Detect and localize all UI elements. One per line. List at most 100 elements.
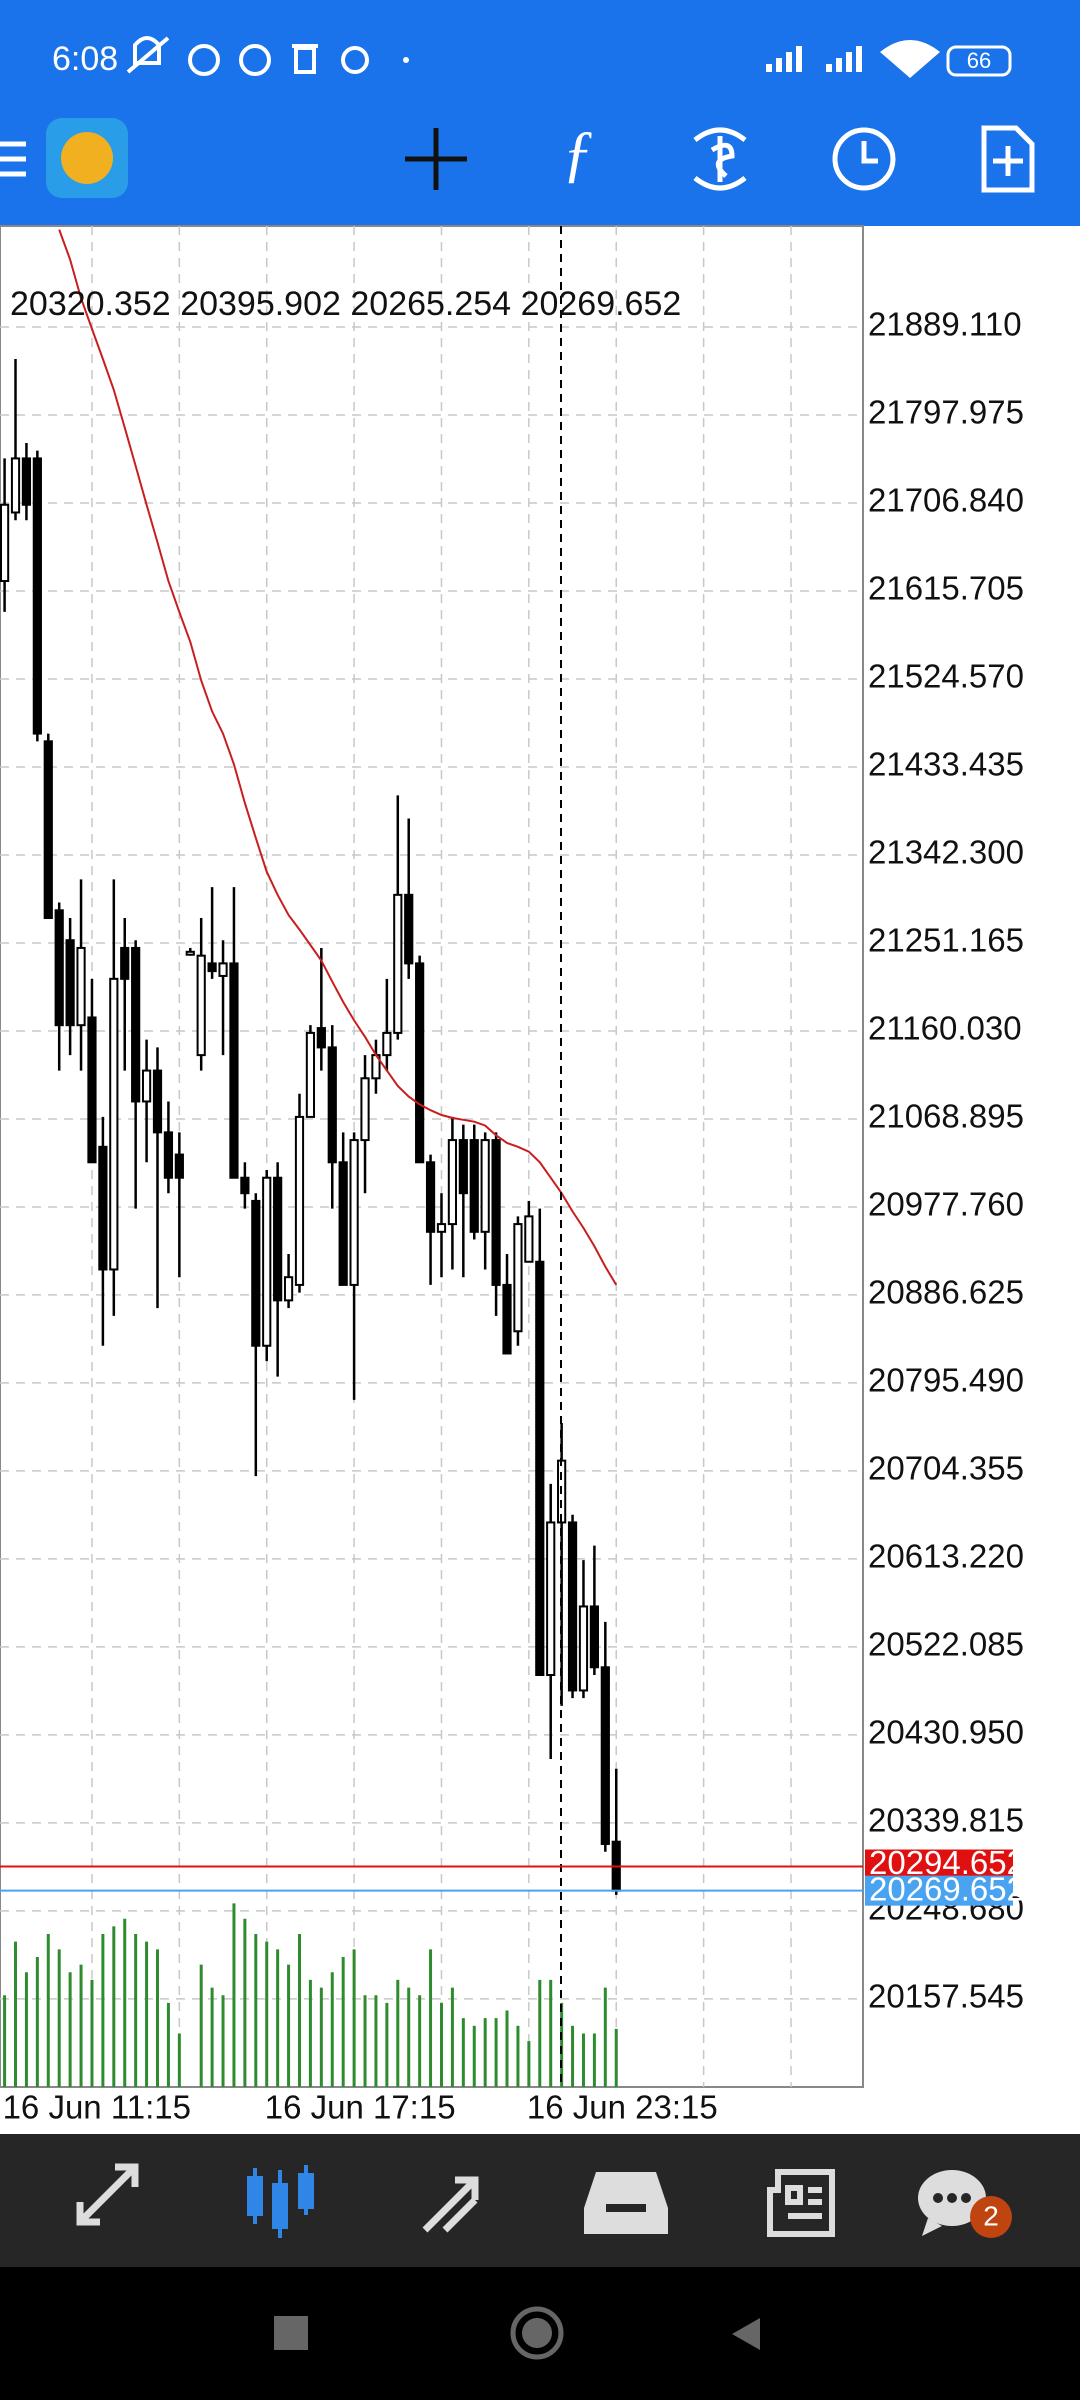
candle-body: [185, 950, 195, 956]
y-tick-label: 21068.895: [868, 1098, 1024, 1135]
candle-body: [458, 1139, 468, 1195]
back-button[interactable]: [732, 2318, 760, 2350]
ohlc-header: 20320.352 20395.902 20265.254 20269.652: [10, 285, 681, 323]
indicators-button[interactable]: ƒ: [562, 118, 594, 189]
candle-body: [65, 939, 75, 1027]
candle-body: [174, 1153, 184, 1179]
candle-body: [207, 962, 217, 973]
candle-body: [109, 977, 119, 1271]
nav-history[interactable]: [584, 2172, 668, 2234]
candle-body: [273, 1176, 283, 1302]
x-tick-label: 16 Jun 23:15: [527, 2089, 718, 2126]
x-tick-label: 16 Jun 17:15: [265, 2089, 456, 2126]
ohlc-high: 20395.902: [180, 285, 341, 323]
y-tick-label: 21797.975: [868, 394, 1024, 431]
y-tick-label: 21889.110: [868, 306, 1022, 343]
candle-body: [502, 1283, 512, 1355]
candle-body: [305, 1031, 316, 1118]
y-tick-label: 20977.760: [868, 1186, 1024, 1223]
candle-body: [480, 1139, 490, 1233]
battery-level: 66: [967, 48, 991, 73]
nav-quotes[interactable]: [76, 2163, 139, 2226]
candle-body: [600, 1666, 610, 1845]
bid-label-box: [865, 1849, 1013, 1880]
candle-body: [349, 1139, 359, 1286]
y-tick-label: 21524.570: [868, 658, 1024, 695]
candle-body: [251, 1199, 261, 1347]
candle-body: [513, 1223, 523, 1333]
candle-body: [196, 954, 206, 1057]
candle-body: [524, 1215, 534, 1263]
candles: [0, 229, 621, 1895]
nav-trade[interactable]: [422, 2176, 479, 2233]
y-tick-label: 20795.490: [868, 1362, 1024, 1399]
candle-body: [447, 1139, 458, 1226]
price-axis: 21889.110 21797.975 21706.840 21615.705 2152…: [868, 306, 1024, 2015]
timeframe-button[interactable]: [832, 127, 896, 191]
candle-body: [32, 457, 42, 735]
ohlc-open: 20320.352: [10, 285, 171, 323]
candle-body: [262, 1176, 272, 1347]
bid-label: 20294.652: [869, 1844, 1025, 1881]
y-tick-label: 21706.840: [868, 482, 1024, 519]
y-tick-label: 20613.220: [868, 1538, 1024, 1575]
battery: [946, 45, 1012, 77]
y-tick-label: 20430.950: [868, 1714, 1024, 1751]
x-tick-label: 16 Jun 11:15: [3, 2089, 191, 2126]
recents-button[interactable]: [274, 2316, 308, 2350]
y-tick-label: 20522.085: [868, 1626, 1024, 1663]
moving-average: [58, 229, 618, 1286]
candle-body: [98, 1145, 108, 1271]
candle-body: [327, 1046, 337, 1164]
last-price-box: [865, 1875, 1013, 1906]
candle-body: [131, 946, 141, 1103]
crosshair-button[interactable]: [405, 128, 467, 190]
candle-body: [436, 1223, 447, 1233]
candle-body: [425, 1161, 436, 1233]
y-tick-label: 21160.030: [868, 1010, 1022, 1047]
candle-body: [141, 1069, 152, 1103]
candle-body: [535, 1260, 545, 1677]
menu-button[interactable]: [0, 141, 26, 177]
nav-news[interactable]: [767, 2169, 835, 2237]
bottom-nav: [0, 2134, 1080, 2267]
y-tick-label: 21615.705: [868, 570, 1024, 607]
new-order-button[interactable]: [981, 125, 1035, 193]
nav-chart[interactable]: [247, 2165, 314, 2238]
candle-body: [567, 1521, 578, 1692]
candle-body: [316, 1027, 326, 1049]
candle-body: [163, 1131, 174, 1179]
status-time: 6:08: [52, 40, 118, 78]
trade-button[interactable]: [693, 127, 747, 191]
last-price-label: 20269.652: [869, 1870, 1025, 1907]
candle-body: [415, 962, 425, 1164]
candle-body: [87, 1016, 97, 1164]
candle-body: [229, 962, 239, 1179]
y-tick-label: 20339.815: [868, 1802, 1024, 1839]
y-tick-label: 20886.625: [868, 1274, 1024, 1311]
status-dot: [403, 57, 409, 63]
y-tick-label: 21433.435: [868, 746, 1024, 783]
candle-body: [360, 1077, 370, 1142]
candle-body: [21, 457, 32, 506]
candle-body: [54, 909, 64, 1027]
candle-body: [393, 893, 403, 1034]
candle-body: [218, 962, 228, 977]
candle-body: [152, 1069, 163, 1134]
ohlc-low: 20265.254: [350, 285, 511, 323]
nav-messages[interactable]: [918, 2170, 1012, 2238]
candle-body: [578, 1605, 589, 1692]
app-header: [0, 0, 1080, 226]
y-tick-label: 20157.545: [868, 1978, 1024, 2015]
candle-body: [382, 1031, 392, 1057]
candle-body: [469, 1139, 479, 1233]
volume-bars: [3, 1903, 618, 2087]
candle-body: [283, 1276, 294, 1302]
candle-body: [10, 457, 21, 514]
candle-body: [491, 1139, 501, 1286]
home-button[interactable]: [510, 2306, 564, 2360]
ohlc-close: 20269.652: [521, 285, 682, 323]
y-tick-label: 21251.165: [868, 922, 1024, 959]
candle-body: [404, 893, 414, 965]
